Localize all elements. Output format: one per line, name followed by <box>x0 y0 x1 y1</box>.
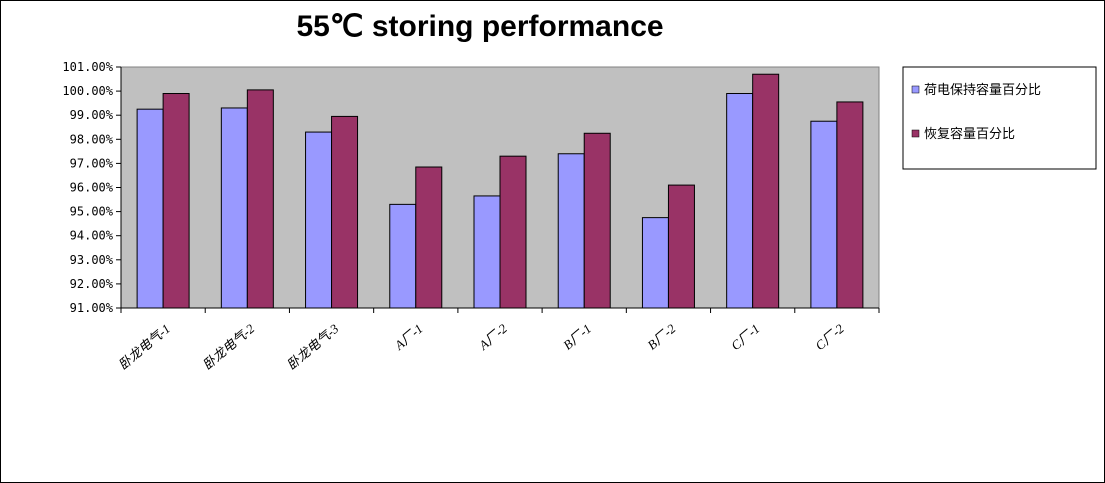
y-tick-label: 91.00% <box>70 301 114 315</box>
bar-series-2 <box>667 184 695 309</box>
bar-series-2 <box>836 101 864 309</box>
x-tick-label: C厂-2 <box>812 320 847 353</box>
bar-series-2 <box>499 155 527 309</box>
bar-series-1 <box>136 108 164 309</box>
bar-series-1 <box>726 93 754 309</box>
y-tick-label: 96.00% <box>70 181 114 195</box>
y-tick-label: 100.00% <box>62 84 113 98</box>
legend-swatch-series-2 <box>911 129 920 138</box>
x-tick-label: A厂-2 <box>475 320 510 353</box>
x-tick-label: B厂-2 <box>644 320 678 352</box>
bar-series-2 <box>246 89 274 309</box>
y-tick-label: 98.00% <box>70 132 114 146</box>
bar-series-1 <box>641 217 669 309</box>
y-tick-label: 99.00% <box>70 108 114 122</box>
x-tick-label: 卧龙电气-1 <box>115 321 173 373</box>
bar-series-1 <box>305 131 333 309</box>
bar-series-2 <box>752 73 780 309</box>
bars <box>136 73 864 309</box>
bar-series-2 <box>583 132 611 309</box>
legend-swatch-series-1 <box>911 85 920 94</box>
chart-title: 55℃ storing performance <box>296 10 663 43</box>
bar-series-2 <box>415 166 443 309</box>
y-tick-label: 93.00% <box>70 253 114 267</box>
bar-series-1 <box>220 107 248 309</box>
x-axis: 卧龙电气-1 卧龙电气-2 卧龙电气-3 A厂-1 A厂-2 B厂-1 B厂-2 C厂-1 C厂… <box>115 307 880 373</box>
legend-label-series-1: 荷电保持容量百分比 <box>924 82 1041 98</box>
x-tick-label: C厂-1 <box>728 321 763 353</box>
x-tick-label: 卧龙电气-3 <box>284 320 342 372</box>
y-tick-label: 95.00% <box>70 205 114 219</box>
x-tick-label: A厂-1 <box>391 321 426 354</box>
bar-series-2 <box>162 93 190 309</box>
y-tick-label: 92.00% <box>70 277 114 291</box>
legend-box <box>902 66 1097 170</box>
legend-label-series-2: 恢复容量百分比 <box>924 126 1015 142</box>
bar-series-2 <box>331 115 359 309</box>
bar-series-1 <box>389 203 417 309</box>
y-tick-label: 97.00% <box>70 156 114 170</box>
bar-series-1 <box>810 120 838 309</box>
y-tick-label: 94.00% <box>70 229 114 243</box>
x-tick-label: B厂-1 <box>560 321 594 353</box>
y-tick-label: 101.00% <box>62 60 113 74</box>
bar-series-1 <box>473 195 501 309</box>
y-axis: 91.00% 92.00% 93.00% 94.00% 95.00% 96.00% 97.0… <box>62 60 122 315</box>
bar-series-1 <box>557 153 585 309</box>
x-tick-label: 卧龙电气-2 <box>199 320 257 372</box>
legend: 荷电保持容量百分比 恢复容量百分比 <box>902 66 1097 170</box>
